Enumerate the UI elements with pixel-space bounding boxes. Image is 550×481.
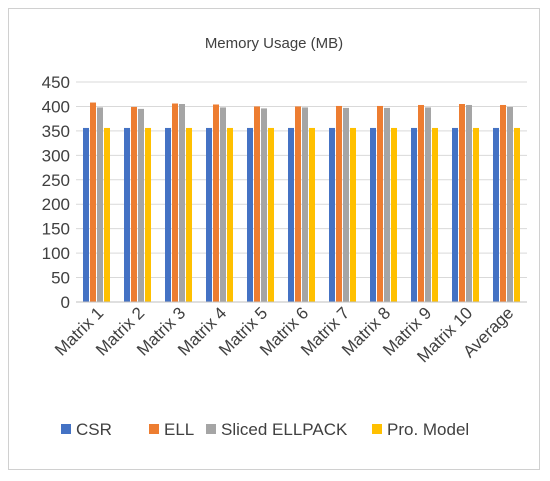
y-tick-label: 200 [42, 195, 70, 214]
bar [336, 105, 342, 302]
bar [425, 107, 431, 302]
legend-label: CSR [76, 420, 112, 439]
bar [138, 108, 144, 302]
bar [172, 103, 178, 302]
bar [473, 127, 479, 302]
bar [186, 127, 192, 302]
bar [97, 107, 103, 302]
bar [83, 127, 89, 302]
legend-label: ELL [164, 420, 194, 439]
bar [507, 106, 513, 302]
y-tick-label: 350 [42, 122, 70, 141]
bar [493, 127, 499, 302]
bar [329, 127, 335, 302]
gridlines [76, 81, 527, 279]
legend-swatch [61, 424, 71, 434]
bar [350, 127, 356, 302]
bar [302, 107, 308, 302]
bar [418, 104, 424, 302]
y-tick-label: 100 [42, 244, 70, 263]
bar [466, 104, 472, 302]
bar [213, 104, 219, 302]
bar [220, 107, 226, 302]
legend-swatch [206, 424, 216, 434]
bar [268, 127, 274, 302]
legend-swatch [149, 424, 159, 434]
y-tick-label: 150 [42, 220, 70, 239]
bar [247, 127, 253, 302]
bar [452, 127, 458, 302]
y-tick-label: 50 [51, 269, 70, 288]
bar [165, 127, 171, 302]
bar [432, 127, 438, 302]
bar [131, 106, 137, 302]
bar [90, 102, 96, 303]
bars [83, 102, 520, 303]
legend: CSR ELL Sliced ELLPACK Pro. Model [61, 420, 469, 439]
bar [411, 127, 417, 302]
legend-label: Sliced ELLPACK [221, 420, 348, 439]
legend-swatch [372, 424, 382, 434]
bar [261, 108, 267, 303]
bar [377, 105, 383, 302]
bar [254, 106, 260, 302]
bar [391, 127, 397, 302]
y-tick-label: 300 [42, 146, 70, 165]
bar [288, 127, 294, 302]
bar [227, 127, 233, 302]
bar [370, 127, 376, 302]
bar [295, 106, 301, 302]
bar [309, 127, 315, 302]
y-axis-ticks: 0 50 100 150 200 250 300 350 400 450 [42, 73, 70, 312]
bar [343, 107, 349, 303]
bar [145, 127, 151, 302]
bar [459, 104, 465, 302]
bar [384, 107, 390, 303]
y-tick-label: 400 [42, 97, 70, 116]
y-tick-label: 250 [42, 171, 70, 190]
bar [179, 104, 185, 302]
chart-container: Memory Usage (MB) 0 50 100 150 200 250 300 350 4… [8, 8, 540, 470]
legend-label: Pro. Model [387, 420, 469, 439]
bar [124, 127, 130, 302]
bar [104, 127, 110, 302]
bar-chart: Memory Usage (MB) 0 50 100 150 200 250 300 350 4… [42, 35, 527, 439]
y-tick-label: 450 [42, 73, 70, 92]
bar [500, 104, 506, 302]
bar [514, 127, 520, 302]
chart-title: Memory Usage (MB) [205, 35, 343, 52]
y-tick-label: 0 [61, 293, 70, 312]
bar [206, 127, 212, 302]
